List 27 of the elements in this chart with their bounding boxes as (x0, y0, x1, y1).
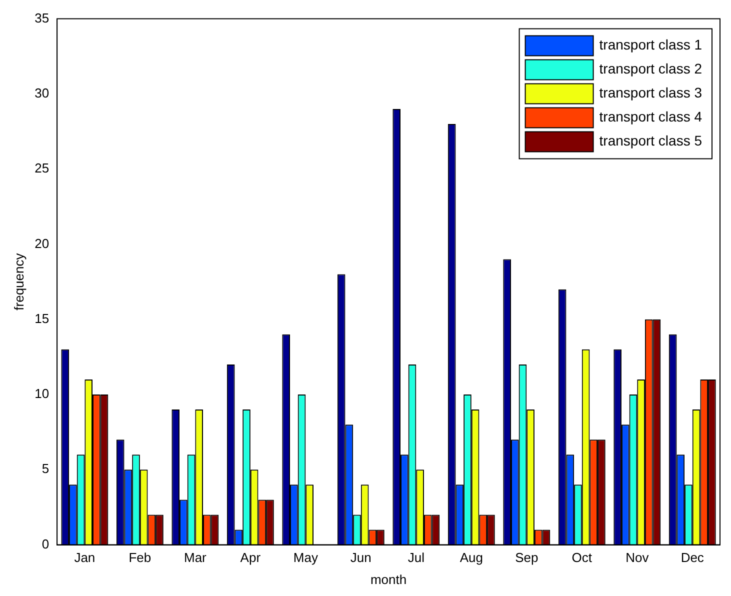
x-tick-label: Aug (460, 550, 483, 566)
x-tick-label: Feb (128, 550, 152, 566)
legend-label: transport class 5 (599, 132, 702, 149)
y-tick-label: 35 (34, 10, 50, 26)
x-tick-label: Sep (515, 550, 538, 566)
y-tick-label: 10 (34, 386, 50, 402)
legend-label: transport class 4 (599, 108, 702, 125)
x-axis-title: month (370, 572, 407, 587)
x-tick-label: May (293, 550, 318, 566)
y-tick-label: 15 (34, 310, 50, 326)
y-tick-label: 25 (34, 160, 50, 176)
x-tick-label: Jan (74, 550, 96, 566)
x-tick-label: Dec (680, 550, 704, 566)
legend-label: transport class 2 (599, 60, 702, 77)
x-tick-label: Mar (184, 550, 208, 566)
x-tick-label: Oct (572, 550, 592, 566)
y-tick-label: 30 (34, 86, 50, 101)
y-tick-label: 5 (42, 461, 50, 476)
legend-label: transport class 3 (599, 84, 702, 101)
x-tick-label: Jun (350, 550, 372, 566)
y-tick-label: 20 (34, 236, 50, 251)
x-tick-label: Nov (626, 550, 650, 566)
x-tick-label: Jul (408, 550, 425, 566)
x-tick-label: Apr (240, 550, 262, 566)
y-axis-title: frequency (11, 252, 26, 310)
legend-label: transport class 1 (599, 36, 702, 53)
y-tick-label: 0 (42, 536, 50, 552)
